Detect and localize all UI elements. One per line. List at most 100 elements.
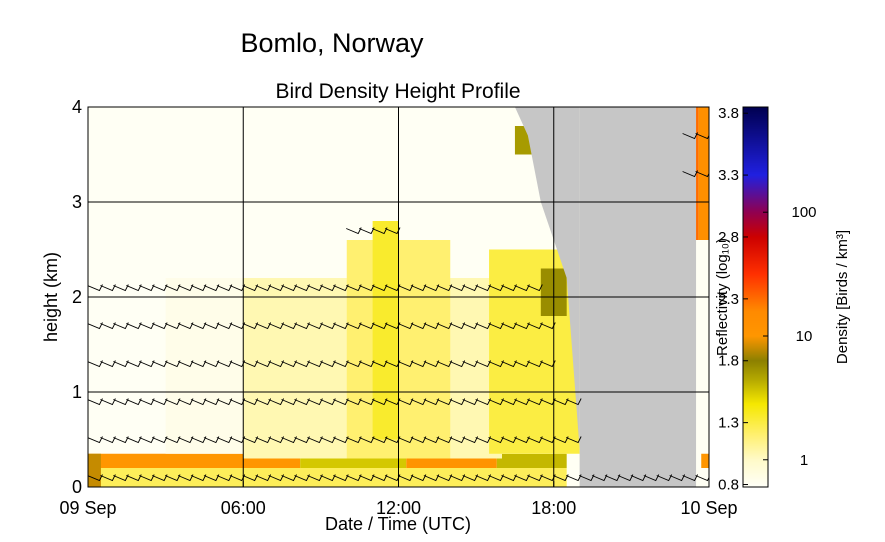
wind-barb	[100, 284, 116, 292]
colorbar-band	[743, 358, 768, 360]
colorbar-band	[743, 319, 768, 321]
colorbar-band	[743, 244, 768, 246]
colorbar-band	[743, 203, 768, 205]
colorbar-band	[743, 199, 768, 201]
density-cell	[372, 221, 399, 440]
colorbar-band	[743, 211, 768, 213]
colorbar-band	[743, 376, 768, 378]
colorbar-band	[743, 424, 768, 426]
colorbar-band	[743, 253, 768, 255]
colorbar-band	[743, 205, 768, 207]
wind-barb	[139, 474, 155, 482]
colorbar-band	[743, 344, 768, 346]
colorbar-reflectivity-tick-label: 1.8	[718, 353, 739, 370]
wind-barb	[423, 398, 440, 406]
wind-barb	[371, 284, 388, 292]
colorbar-density-tick-label: 10	[796, 328, 813, 345]
colorbar-band	[743, 306, 768, 308]
colorbar-band	[743, 468, 768, 470]
colorbar-band	[743, 347, 768, 349]
colorbar-band	[743, 146, 768, 148]
colorbar-band	[743, 144, 768, 146]
colorbar-band	[743, 409, 768, 411]
colorbar-band	[743, 441, 768, 443]
wind-barb	[100, 322, 116, 330]
colorbar-band	[743, 130, 768, 132]
wind-barb	[346, 474, 362, 482]
colorbar-band	[743, 301, 768, 303]
colorbar-band	[743, 240, 768, 242]
colorbar-band	[743, 366, 768, 368]
wind-barb	[126, 398, 142, 406]
colorbar-band	[743, 400, 768, 402]
colorbar-band	[743, 219, 768, 221]
wind-barb	[695, 133, 709, 140]
colorbar-band	[743, 263, 768, 265]
colorbar-band	[743, 434, 768, 436]
wind-barb	[462, 322, 479, 330]
wind-barb	[462, 360, 479, 368]
colorbar-band	[743, 183, 768, 185]
wind-barb	[371, 436, 388, 444]
wind-barb	[514, 284, 530, 292]
colorbar-band	[743, 225, 768, 227]
colorbar-band	[743, 229, 768, 231]
colorbar-band	[743, 428, 768, 430]
wind-barb	[100, 360, 116, 368]
colorbar-band	[743, 246, 768, 248]
colorbar-band	[743, 303, 768, 305]
colorbar-band	[743, 117, 768, 119]
wind-barb	[514, 436, 530, 444]
colorbar-band	[743, 389, 768, 391]
colorbar-band	[743, 228, 768, 230]
wind-barb	[384, 322, 401, 330]
colorbar-band	[743, 419, 768, 421]
colorbar-band	[743, 449, 768, 451]
colorbar-band	[743, 297, 768, 299]
colorbar-band	[743, 442, 768, 444]
colorbar-band	[743, 233, 768, 235]
colorbar-band	[743, 268, 768, 270]
colorbar-band	[743, 180, 768, 182]
density-cell	[701, 453, 709, 468]
wind-barb	[281, 284, 297, 292]
wind-barb	[203, 436, 220, 444]
colorbar-band	[743, 114, 768, 116]
colorbar-band	[743, 212, 768, 214]
colorbar-band	[743, 364, 768, 366]
colorbar-band	[743, 127, 768, 129]
colorbar-band	[743, 470, 768, 472]
wind-barb	[501, 474, 517, 482]
wind-barb	[126, 436, 142, 444]
colorbar-band	[743, 410, 768, 412]
wind-barb	[229, 284, 246, 292]
wind-barb	[656, 474, 673, 482]
colorbar-band	[743, 438, 768, 440]
colorbar-band	[743, 484, 768, 486]
wind-barb	[565, 474, 582, 482]
wind-barb	[242, 284, 259, 292]
wind-barb	[358, 227, 375, 235]
wind-barb	[475, 474, 491, 482]
wind-barb	[553, 398, 569, 406]
colorbar-band	[743, 314, 768, 316]
wind-barb	[371, 474, 388, 482]
wind-barb	[527, 436, 543, 444]
colorbar-band	[743, 455, 768, 457]
colorbar-band	[743, 361, 768, 363]
colorbar-band	[743, 154, 768, 156]
colorbar-band	[743, 281, 768, 283]
wind-barb	[268, 284, 284, 292]
wind-barb	[255, 360, 272, 368]
wind-barb	[216, 284, 233, 292]
wind-barb	[384, 360, 401, 368]
wind-barb	[151, 284, 168, 292]
colorbar-band	[743, 165, 768, 167]
wind-barb	[410, 360, 427, 368]
colorbar-band	[743, 299, 768, 301]
y-axis-ticks: 0 1 2 3 4	[72, 97, 94, 497]
wind-barb	[397, 398, 414, 406]
colorbar-band	[743, 456, 768, 458]
colorbar-band	[743, 466, 768, 468]
wind-barb	[384, 474, 401, 482]
